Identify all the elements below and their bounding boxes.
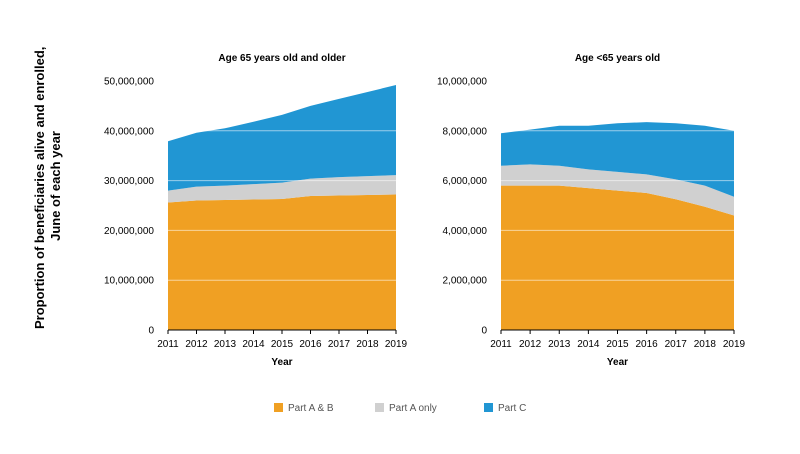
x-tick-label: 2018 xyxy=(694,339,717,350)
x-tick-label: 2018 xyxy=(356,339,379,350)
y-tick-label: 8,000,000 xyxy=(443,126,488,137)
y-tick-label: 30,000,000 xyxy=(104,176,154,187)
x-tick-label: 2013 xyxy=(214,339,237,350)
area-part-c xyxy=(501,122,734,197)
legend: Part A & B Part A only Part C xyxy=(274,403,526,414)
legend-swatch xyxy=(274,403,283,412)
panel-title: Age 65 years old and older xyxy=(218,53,345,64)
legend-item-part-c: Part C xyxy=(484,403,526,414)
y-tick-label: 40,000,000 xyxy=(104,126,154,137)
y-tick-label: 4,000,000 xyxy=(443,226,488,237)
x-tick-label: 2012 xyxy=(519,339,542,350)
x-tick-label: 2016 xyxy=(299,339,322,350)
legend-swatch xyxy=(484,403,493,412)
x-tick-label: 2011 xyxy=(490,339,512,350)
area-part-a-b xyxy=(168,194,396,330)
y-tick-label: 6,000,000 xyxy=(443,176,488,187)
chart-panels: 0 10,000,000 20,000,000 30,000,000 40,000,00… xyxy=(104,53,746,368)
area-part-c xyxy=(168,85,396,191)
y-tick-label: 0 xyxy=(148,326,154,337)
legend-item-part-a-b: Part A & B xyxy=(274,403,334,414)
y-tick-label: 20,000,000 xyxy=(104,226,154,237)
legend-label: Part A & B xyxy=(288,403,334,414)
legend-label: Part C xyxy=(498,403,526,414)
y-axis-label: Proportion of beneficiaries alive and en… xyxy=(32,43,63,329)
legend-item-part-a-only: Part A only xyxy=(375,403,437,414)
x-axis-label: Year xyxy=(271,357,292,368)
x-tick-label: 2012 xyxy=(185,339,208,350)
x-axis-label: Year xyxy=(607,357,628,368)
x-tick-label: 2015 xyxy=(271,339,294,350)
y-tick-label: 50,000,000 xyxy=(104,77,154,88)
x-tick-label: 2016 xyxy=(636,339,659,350)
x-tick-label: 2017 xyxy=(328,339,351,350)
y-tick-label: 10,000,000 xyxy=(437,77,487,88)
y-tick-label: 10,000,000 xyxy=(104,276,154,287)
legend-swatch xyxy=(375,403,384,412)
x-tick-label: 2011 xyxy=(157,339,179,350)
y-axis-label-line-1: Proportion of beneficiaries alive and en… xyxy=(32,47,47,329)
y-axis-label-line-2: June of each year xyxy=(48,131,63,241)
x-tick-label: 2019 xyxy=(385,339,408,350)
x-tick-label: 2014 xyxy=(242,339,265,350)
y-tick-label: 2,000,000 xyxy=(443,276,488,287)
x-tick-label: 2017 xyxy=(665,339,688,350)
panel-title: Age <65 years old xyxy=(575,53,660,64)
area-part-a-only xyxy=(168,175,396,203)
chart-panel-1: 0 10,000,000 20,000,000 30,000,000 40,000,00… xyxy=(104,53,408,368)
chart-panel-2: 0 2,000,000 4,000,000 6,000,000 8,000,000 10,… xyxy=(437,53,746,368)
legend-label: Part A only xyxy=(389,403,437,414)
x-tick-label: 2014 xyxy=(577,339,600,350)
x-tick-label: 2013 xyxy=(548,339,571,350)
y-tick-label: 0 xyxy=(481,326,487,337)
area-part-a-only xyxy=(501,164,734,216)
x-tick-label: 2015 xyxy=(606,339,629,350)
x-tick-label: 2019 xyxy=(723,339,746,350)
area-part-a-b xyxy=(501,185,734,330)
